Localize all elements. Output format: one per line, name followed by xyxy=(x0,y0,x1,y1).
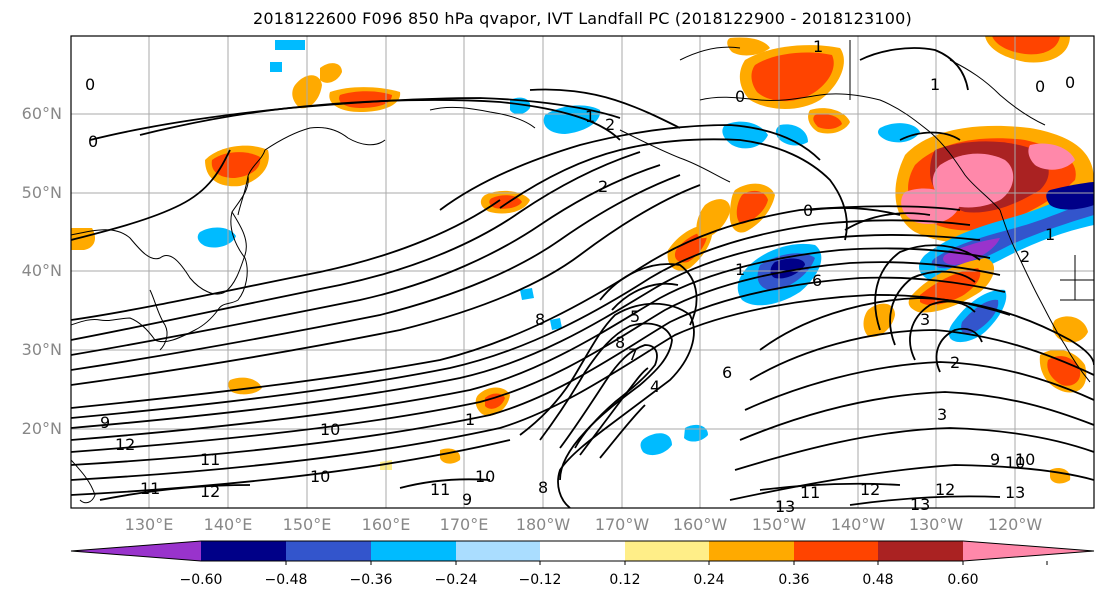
colorbar-cell xyxy=(625,541,709,561)
contour-label: 8 xyxy=(538,478,548,497)
contour-label: 10 xyxy=(475,467,495,486)
contour-label: 9 xyxy=(462,490,472,509)
colorbar-cell xyxy=(540,541,625,561)
contour-label: 13 xyxy=(775,497,795,516)
colorbar-cell xyxy=(794,541,878,561)
lon-label: 180°W xyxy=(515,515,571,534)
contour-label: 1 xyxy=(813,37,823,56)
contour-label: 13 xyxy=(910,495,930,514)
contour-label: 0 xyxy=(1035,77,1045,96)
contour-label: 8 xyxy=(535,310,545,329)
colorbar-cells xyxy=(70,540,1095,565)
contour-label: 0 xyxy=(88,132,98,151)
qvapor-shading xyxy=(71,36,1094,484)
colorbar-cell xyxy=(878,541,963,561)
contour-label: 11 xyxy=(140,479,160,498)
colorbar-cell xyxy=(456,541,540,561)
contour-label: 2 xyxy=(605,115,615,134)
lon-label: 170°E xyxy=(439,515,489,534)
contour-label: 1 xyxy=(1045,225,1055,244)
colorbar-tick-label: 0.60 xyxy=(947,572,979,588)
lon-label: 130°E xyxy=(124,515,174,534)
contour-label: 11 xyxy=(430,480,450,499)
ivt-contours xyxy=(71,47,1094,508)
lon-label: 130°W xyxy=(908,515,964,534)
contour-label: 11 xyxy=(200,450,220,469)
colorbar-tick-label: −0.12 xyxy=(518,572,562,588)
colorbar-tick-label: 0.48 xyxy=(862,572,894,588)
lon-label: 160°E xyxy=(361,515,411,534)
contour-label: 8 xyxy=(615,333,625,352)
lat-label: 30°N xyxy=(21,340,62,359)
contour-label: 3 xyxy=(920,310,930,329)
contour-label: 1 xyxy=(930,75,940,94)
lon-label: 140°W xyxy=(830,515,886,534)
colorbar-tick-label: −0.48 xyxy=(264,572,308,588)
contour-label: 3 xyxy=(937,405,947,424)
lon-label: 150°W xyxy=(751,515,807,534)
contour-label: 5 xyxy=(630,307,640,326)
colorbar-tick-label: 0.12 xyxy=(609,572,641,588)
colorbar-outline xyxy=(70,540,1095,562)
contour-label: 10 xyxy=(1005,453,1025,472)
contour-label: 10 xyxy=(320,420,340,439)
lat-label: 60°N xyxy=(21,104,62,123)
colorbar-cell xyxy=(201,541,286,561)
colorbar-cell xyxy=(371,541,456,561)
contour-label: 12 xyxy=(200,482,220,501)
lat-label: 40°N xyxy=(21,261,62,280)
contour-label: 0 xyxy=(1065,73,1075,92)
contour-labels: 0 0 2 2 1 0 1 0 1 1 9 12 10 10 11 11 12 … xyxy=(85,37,1075,516)
lon-label: 140°E xyxy=(203,515,253,534)
contour-label: 2 xyxy=(1020,247,1030,266)
colorbar-tick-label: 0.36 xyxy=(778,572,810,588)
contour-label: 12 xyxy=(860,480,880,499)
colorbar-tick-label: −0.24 xyxy=(434,572,478,588)
lat-label: 20°N xyxy=(21,419,62,438)
contour-label: 13 xyxy=(1005,483,1025,502)
map-title: 2018122600 F096 850 hPa qvapor, IVT Land… xyxy=(253,9,912,28)
contour-label: 0 xyxy=(735,87,745,106)
colorbar-cell xyxy=(963,541,1094,561)
contour-label: 10 xyxy=(310,467,330,486)
contour-label: 1 xyxy=(465,410,475,429)
contour-label: 4 xyxy=(650,377,660,396)
contour-label: 6 xyxy=(722,363,732,382)
colorbar-cell xyxy=(286,541,371,561)
contour-label: 12 xyxy=(115,435,135,454)
map-frame xyxy=(70,35,1095,509)
contour-label: 6 xyxy=(812,271,822,290)
lon-label: 120°W xyxy=(987,515,1043,534)
contour-label: 9 xyxy=(100,413,110,432)
colorbar-cell xyxy=(709,541,794,561)
lat-label: 50°N xyxy=(21,183,62,202)
contour-label: 9 xyxy=(990,450,1000,469)
colorbar-tick-label: −0.36 xyxy=(349,572,393,588)
colorbar-tick-label: −0.60 xyxy=(179,572,223,588)
contour-label: 11 xyxy=(800,483,820,502)
contour-label: 1 xyxy=(735,260,745,279)
contour-label: 2 xyxy=(598,177,608,196)
contour-label: 10 xyxy=(1015,450,1035,469)
contour-label: 1 xyxy=(585,107,595,126)
contour-label: 2 xyxy=(950,353,960,372)
contour-label: 12 xyxy=(935,480,955,499)
lon-label: 170°W xyxy=(594,515,650,534)
contour-label: 0 xyxy=(85,75,95,94)
colorbar-cell xyxy=(71,541,201,561)
lon-label: 160°W xyxy=(672,515,728,534)
contour-label: 7 xyxy=(628,345,638,364)
lon-label: 150°E xyxy=(282,515,332,534)
colorbar-tick-label: 0.24 xyxy=(693,572,725,588)
contour-label: 0 xyxy=(803,201,813,220)
coastlines xyxy=(71,40,1094,504)
